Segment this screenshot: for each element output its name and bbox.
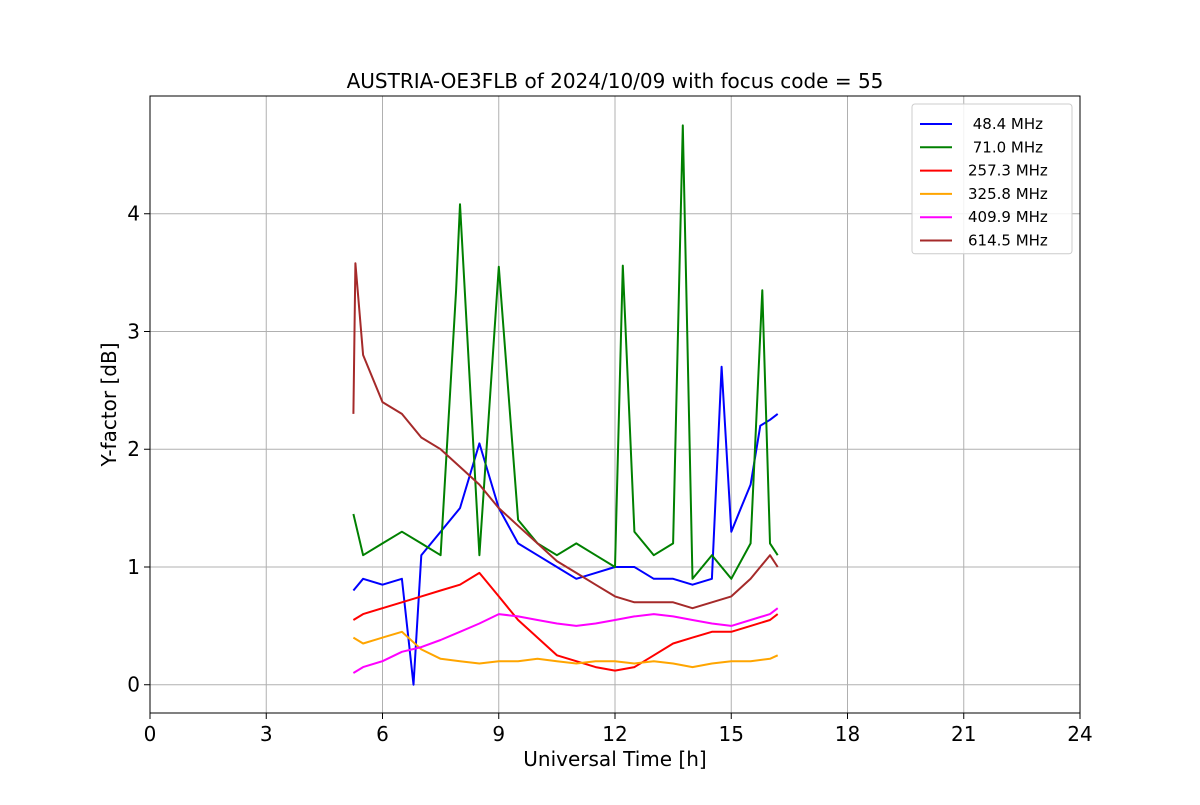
x-tick-label: 21 (951, 722, 976, 746)
x-tick-label: 3 (260, 722, 273, 746)
x-tick-label: 9 (492, 722, 505, 746)
chart-title: AUSTRIA-OE3FLB of 2024/10/09 with focus … (347, 69, 884, 93)
series-line-4 (352, 607, 779, 674)
y-tick-label: 1 (127, 555, 140, 579)
legend-label-0: 48.4 MHz (968, 115, 1043, 133)
x-tick-label: 0 (144, 722, 157, 746)
x-axis-label: Universal Time [h] (523, 747, 706, 771)
x-tick-label: 15 (719, 722, 744, 746)
legend-label-4: 409.9 MHz (968, 208, 1048, 226)
legend-label-3: 325.8 MHz (968, 185, 1048, 203)
x-tick-label: 24 (1067, 722, 1092, 746)
series-line-2 (352, 571, 779, 672)
y-tick-label: 2 (127, 437, 140, 461)
legend-label-1: 71.0 MHz (968, 138, 1043, 156)
series-line-5 (352, 262, 779, 610)
legend-label-2: 257.3 MHz (968, 162, 1048, 180)
legend-label-5: 614.5 MHz (968, 232, 1048, 250)
series-line-1 (352, 124, 779, 580)
y-tick-label: 4 (127, 202, 140, 226)
series-line-0 (352, 365, 779, 686)
series-line-3 (352, 630, 779, 669)
y-tick-label: 3 (127, 319, 140, 343)
series-group (352, 124, 779, 686)
legend: 48.4 MHz 71.0 MHz 257.3 MHz 325.8 MHz 409.9… (911, 103, 1073, 255)
x-tick-label: 18 (835, 722, 860, 746)
x-tick-label: 12 (602, 722, 627, 746)
x-tick-label: 6 (376, 722, 389, 746)
y-tick-label: 0 (127, 673, 140, 697)
y-axis-label: Y-factor [dB] (97, 342, 121, 467)
